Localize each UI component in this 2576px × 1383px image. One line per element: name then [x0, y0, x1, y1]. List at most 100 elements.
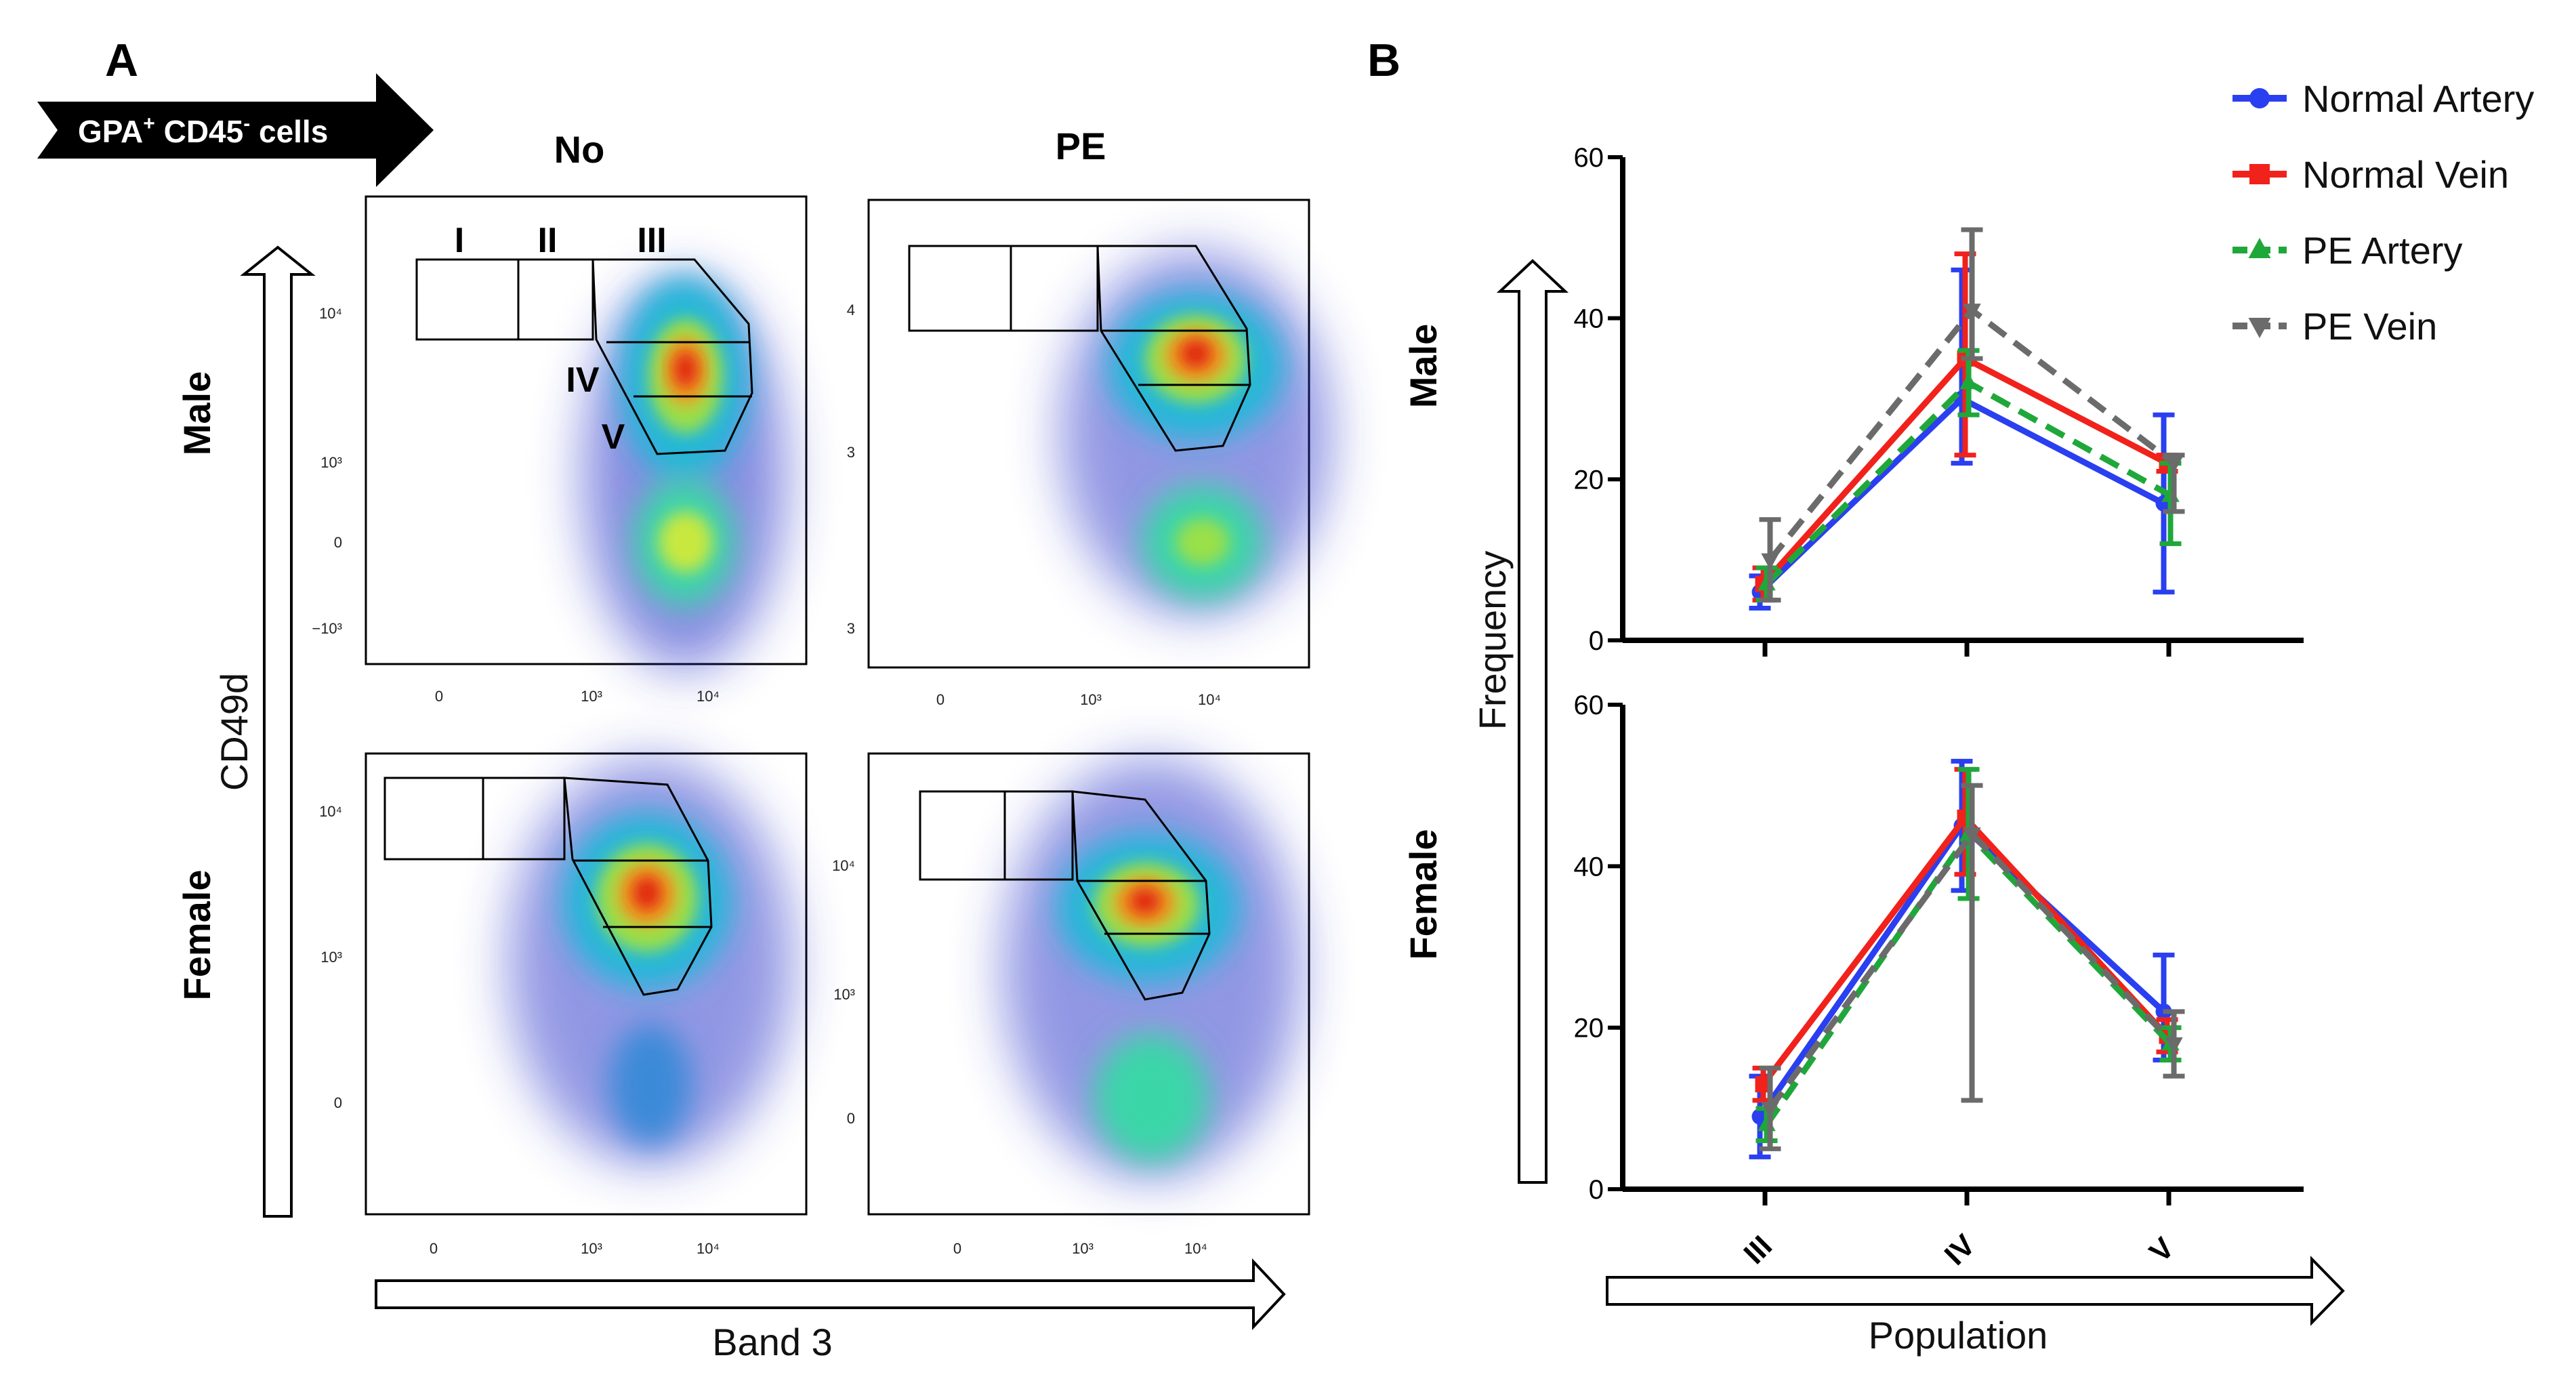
flow-plot-male-no: I II III IV V 10⁴ 10³ 0 −10³ 0 10³ 10⁴	[312, 195, 808, 705]
row-header-male-b: Male	[1402, 324, 1445, 409]
ytick: 3	[847, 444, 855, 461]
xtick: 0	[953, 1240, 961, 1257]
series-pe-artery	[1756, 766, 2182, 1143]
xtick: 10³	[1072, 1240, 1094, 1257]
gate-label-v: V	[602, 417, 625, 457]
y-tick-label: 60	[1574, 690, 1604, 720]
xtick: 10⁴	[1198, 691, 1221, 708]
population-arrow: GPA+ CD45- cells	[37, 73, 434, 187]
legend-item: Normal Vein	[2232, 153, 2509, 196]
arrow-text-tail: cells	[250, 114, 328, 149]
ylabel-frequency: Frequency	[1471, 551, 1514, 730]
gate-label-iii: III	[637, 221, 666, 260]
gate-label-iv: IV	[566, 360, 599, 400]
x-category-label: IV	[1938, 1228, 1982, 1272]
ytick: 10³	[320, 949, 342, 966]
legend-marker	[2248, 318, 2271, 338]
legend-label: Normal Artery	[2302, 77, 2534, 120]
legend-item: PE Vein	[2232, 305, 2437, 348]
xlabel-band3: Band 3	[712, 1321, 833, 1363]
xtick: 10³	[1080, 691, 1102, 708]
ytick: 0	[334, 1094, 342, 1111]
arrow-text-mid: CD45	[155, 114, 243, 149]
legend-item: PE Artery	[2232, 229, 2463, 272]
row-header-female-b: Female	[1402, 829, 1445, 960]
data-point	[1959, 373, 1978, 390]
data-point	[1963, 827, 1981, 844]
xtick: 0	[936, 691, 944, 708]
legend-marker	[2248, 238, 2271, 258]
ytick: −10³	[312, 620, 342, 637]
legend-label: PE Vein	[2302, 305, 2437, 348]
arrow-text-sup2: -	[243, 112, 250, 135]
legend-marker	[2249, 88, 2270, 108]
col-header-pe: PE	[1056, 125, 1106, 167]
y-tick-label: 60	[1574, 143, 1604, 173]
ytick: 0	[334, 534, 342, 551]
legend-item: Normal Artery	[2232, 77, 2534, 120]
svg-text:GPA+ CD45- cells: GPA+ CD45- cells	[78, 112, 328, 149]
xtick: 10⁴	[1184, 1240, 1207, 1257]
ylabel-arrow-b	[1496, 259, 1569, 1184]
legend-label: Normal Vein	[2302, 153, 2509, 196]
row-header-male: Male	[175, 371, 218, 456]
data-point	[2165, 456, 2183, 473]
xlabel-arrow-b	[1606, 1256, 2345, 1326]
ytick: 10⁴	[832, 857, 855, 874]
series-pe-artery	[1756, 348, 2182, 603]
legend-label: PE Artery	[2302, 229, 2463, 272]
gate-label-ii: II	[538, 221, 558, 260]
data-point	[1963, 304, 1981, 321]
x-category-label: III	[1737, 1229, 1779, 1271]
line-chart-female: 0 20 40 60 III IV V	[1574, 690, 2304, 1272]
gate-label-i: I	[455, 221, 464, 260]
flow-plot-female-no: 10⁴ 10³ 0 0 10³ 10⁴	[319, 752, 808, 1257]
ylabel-arrow-a	[240, 245, 316, 1218]
xtick: 10³	[581, 688, 602, 705]
ylabel-cd49d: CD49d	[213, 673, 255, 791]
arrow-text-base: GPA	[78, 114, 143, 149]
col-header-no: No	[554, 128, 605, 171]
flow-plot-female-pe: 10⁴ 10³ 0 0 10³ 10⁴	[832, 752, 1310, 1257]
xlabel-population: Population	[1869, 1314, 2048, 1357]
data-point	[1761, 553, 1779, 570]
xtick: 10⁴	[697, 688, 720, 705]
series-pe-vein	[1759, 227, 2185, 603]
density-cloud	[1003, 759, 1301, 1179]
panel-b-letter: B	[1367, 35, 1400, 86]
panel-a-letter: A	[105, 35, 138, 86]
y-tick-label: 0	[1589, 626, 1604, 656]
y-tick-label: 20	[1574, 1014, 1604, 1044]
data-point	[1761, 1102, 1779, 1119]
series-pe-vein	[1759, 783, 2185, 1151]
legend-marker	[2249, 164, 2270, 184]
y-tick-label: 40	[1574, 852, 1604, 882]
ytick: 10³	[833, 986, 855, 1003]
series-line	[1767, 829, 2176, 1111]
y-tick-label: 0	[1589, 1175, 1604, 1205]
density-cloud	[1060, 251, 1331, 617]
y-tick-label: 20	[1574, 465, 1604, 495]
data-point	[2165, 1037, 2183, 1054]
density-cloud	[508, 759, 793, 1165]
xtick: 10⁴	[697, 1240, 720, 1257]
row-header-female: Female	[175, 870, 218, 1001]
xtick: 0	[430, 1240, 438, 1257]
ytick: 10⁴	[319, 305, 342, 322]
flow-plot-male-pe: 4 3 3 0 10³ 10⁴	[847, 199, 1331, 708]
ytick: 10⁴	[319, 803, 342, 820]
ytick: 4	[847, 302, 855, 318]
y-tick-label: 40	[1574, 304, 1604, 334]
density-cloud	[583, 278, 786, 671]
x-category-label: V	[2143, 1231, 2181, 1269]
xtick: 10³	[581, 1240, 602, 1257]
arrow-text-sup1: +	[143, 112, 155, 135]
ytick: 3	[847, 620, 855, 637]
xlabel-arrow-a	[375, 1258, 1286, 1331]
ytick: 0	[847, 1110, 855, 1127]
series-normal-artery	[1749, 267, 2175, 611]
line-chart-male: 0 20 40 60	[1574, 143, 2304, 657]
legend: Normal Artery Normal Vein PE Artery PE Vein	[2232, 77, 2534, 348]
xtick: 0	[435, 688, 443, 705]
